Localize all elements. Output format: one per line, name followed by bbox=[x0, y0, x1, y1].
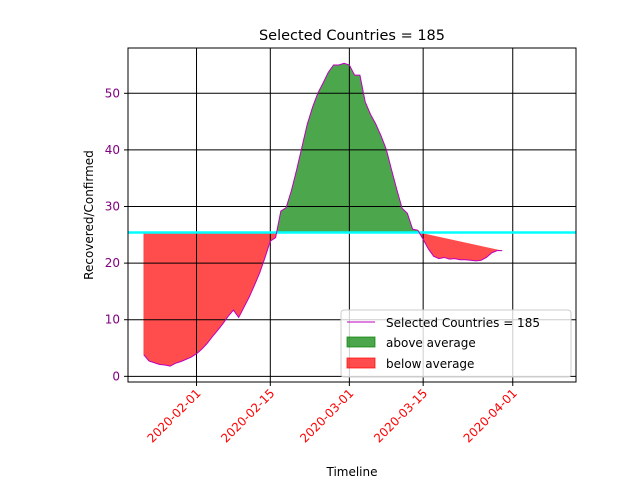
chart-title: Selected Countries = 185 bbox=[259, 28, 445, 44]
x-axis-label: Timeline bbox=[325, 465, 377, 479]
legend-below-swatch bbox=[346, 357, 376, 369]
fill-layer bbox=[143, 63, 503, 367]
plot-frame bbox=[127, 47, 577, 383]
legend-box bbox=[340, 309, 572, 378]
series-line-layer bbox=[143, 62, 503, 367]
series-line bbox=[143, 62, 503, 367]
legend: Selected Countries = 185 above average b… bbox=[340, 309, 572, 378]
y-tick-label: 20 bbox=[105, 256, 120, 270]
y-tick-label: 10 bbox=[105, 313, 120, 327]
y-tick-label: 0 bbox=[112, 369, 120, 383]
y-tick-label: 30 bbox=[105, 200, 120, 214]
y-axis-label: Recovered/Confirmed bbox=[82, 150, 96, 280]
y-tick-label: 40 bbox=[105, 143, 120, 157]
legend-label-below: below average bbox=[386, 357, 474, 371]
legend-label-line: Selected Countries = 185 bbox=[386, 316, 540, 330]
legend-label-above: above average bbox=[386, 336, 476, 350]
legend-above-swatch bbox=[346, 336, 376, 348]
y-tick-label: 50 bbox=[105, 86, 120, 100]
